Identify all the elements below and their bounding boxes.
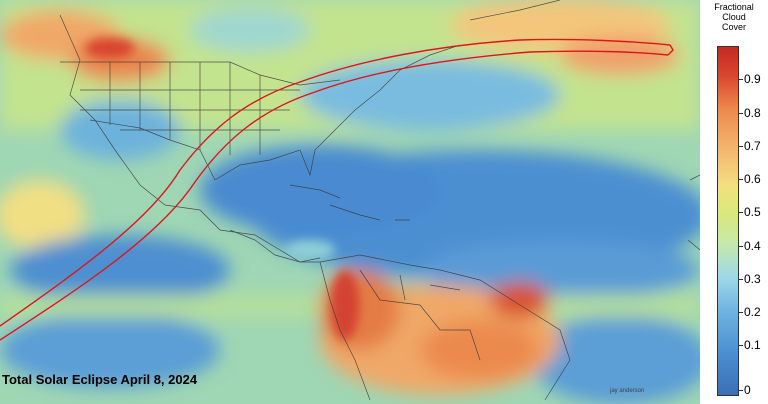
legend-tick-mark <box>739 278 743 280</box>
cloud-cover-map <box>0 0 700 404</box>
legend-tick-label: 0 <box>744 383 751 397</box>
map-title: Total Solar Eclipse April 8, 2024 <box>2 372 198 387</box>
legend-tick-label: 0.8 <box>744 105 761 120</box>
legend-tick-label: 0.5 <box>744 205 761 220</box>
legend-title-line: Cloud <box>722 12 746 22</box>
legend-tick-mark <box>739 145 743 147</box>
eclipse-path-north-limit <box>0 38 671 327</box>
legend-tick-label: 0.7 <box>744 138 761 153</box>
legend-tick-mark <box>739 245 743 247</box>
legend-tick-mark <box>739 212 743 214</box>
legend-title-line: Cover <box>721 22 746 32</box>
legend-tick-mark <box>739 112 743 114</box>
cloud-cover-legend: Fractional Cloud Cover 0.9 0.8 0.7 0.6 0.5 0.… <box>700 0 768 404</box>
legend-tick-label: 0.4 <box>744 238 761 253</box>
color-scale-bar <box>717 46 739 396</box>
legend-tick-label: 0.1 <box>744 338 761 353</box>
eclipse-path-south-limit <box>0 50 669 341</box>
author-credit: jay anderson <box>610 388 645 394</box>
legend-tick-mark <box>739 345 743 347</box>
eclipse-path-end-cap <box>667 44 674 56</box>
legend-tick-label: 0.2 <box>744 305 761 319</box>
legend-tick-label: 0.9 <box>744 72 761 87</box>
legend-tick-mark <box>739 390 743 391</box>
legend-tick-mark <box>739 312 743 313</box>
legend-title: Fractional Cloud Cover <box>700 2 768 32</box>
legend-tick-label: 0.6 <box>744 172 761 186</box>
legend-title-line: Fractional <box>714 2 754 12</box>
legend-tick-label: 0.3 <box>744 271 761 286</box>
legend-tick-mark <box>739 179 743 180</box>
legend-tick-mark <box>739 79 743 81</box>
